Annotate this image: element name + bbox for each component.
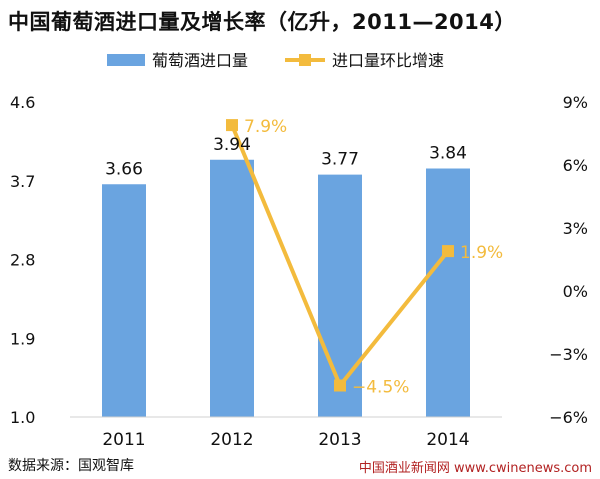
bar-value-label: 3.84: [429, 144, 467, 164]
left-axis-tick-label: 2.8: [10, 251, 35, 270]
growth-rate-marker-2012: [226, 119, 238, 132]
left-axis-tick-label: 1.9: [10, 329, 35, 348]
legend-swatch-bar: [107, 54, 145, 66]
right-axis-tick-label: 9%: [563, 93, 588, 112]
growth-rate-marker-2014: [442, 245, 454, 258]
bar-2011: [102, 184, 146, 417]
bar-data-labels: 3.66 3.94 3.77 3.84: [105, 135, 467, 180]
bar-2014: [426, 168, 470, 417]
right-axis-tick-label: 6%: [563, 156, 588, 175]
legend: 葡萄酒进口量 进口量环比增速: [107, 51, 444, 70]
left-axis-tick-label: 4.6: [10, 93, 35, 112]
left-axis-tick-label: 1.0: [10, 408, 35, 427]
growth-rate-label: −4.5%: [352, 378, 409, 398]
x-axis: 2011 2012 2013 2014: [102, 430, 469, 450]
bar-2012: [210, 159, 254, 417]
watermark: 中国酒业新闻网 www.cwinenews.com: [358, 461, 592, 476]
right-axis-tick-label: −3%: [549, 345, 588, 364]
bar-value-label: 3.66: [105, 159, 143, 179]
right-axis-tick-label: −6%: [549, 408, 588, 427]
bar-value-label: 3.77: [321, 150, 359, 170]
chart-title: 中国葡萄酒进口量及增长率（亿升，2011—2014）: [8, 10, 516, 34]
growth-rate-label: 7.9%: [244, 117, 287, 137]
legend-label-line: 进口量环比增速: [332, 51, 444, 70]
right-axis-tick-label: 3%: [563, 219, 588, 238]
growth-rate-label: 1.9%: [460, 243, 503, 263]
x-axis-tick-label: 2011: [102, 430, 145, 450]
growth-rate-marker-2013: [334, 379, 346, 392]
line-series: [226, 119, 454, 392]
right-axis-tick-label: 0%: [563, 282, 588, 301]
legend-label-bar: 葡萄酒进口量: [152, 51, 248, 70]
x-axis-tick-label: 2012: [210, 430, 253, 450]
x-axis-tick-label: 2014: [426, 430, 469, 450]
bar-value-label: 3.94: [213, 135, 251, 155]
legend-marker-square: [299, 54, 311, 66]
right-axis: −6% −3% 0% 3% 6% 9%: [549, 93, 588, 427]
bar-2013: [318, 174, 362, 417]
source-note: 数据来源：国观智库: [8, 458, 134, 474]
left-axis: 1.0 1.9 2.8 3.7 4.6: [10, 93, 35, 427]
x-axis-tick-label: 2013: [318, 430, 361, 450]
left-axis-tick-label: 3.7: [10, 172, 35, 191]
bar-series: [102, 159, 470, 417]
line-data-labels: 7.9% −4.5% 1.9%: [244, 117, 503, 397]
